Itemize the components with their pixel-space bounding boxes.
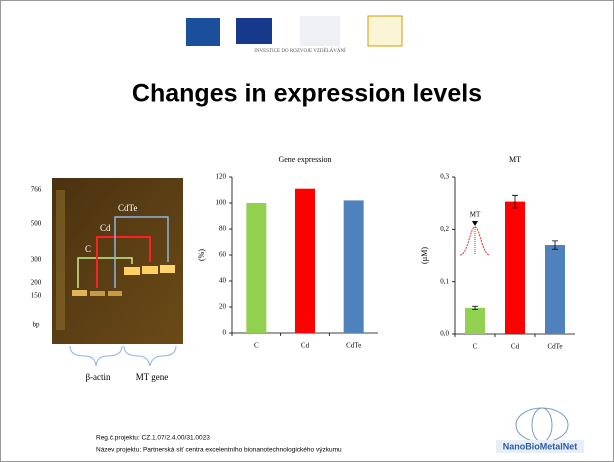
bar xyxy=(295,189,315,333)
y-tick-label: 80 xyxy=(219,225,227,233)
ladder-label: 150 xyxy=(31,292,42,300)
gel-band xyxy=(142,266,158,274)
ladder-label: 766 xyxy=(31,186,42,194)
gel-band xyxy=(72,290,87,296)
bar xyxy=(505,202,525,334)
gel-band xyxy=(160,265,175,273)
chart-title: MT xyxy=(509,155,521,164)
slide: INVESTICE DO ROZVOJE VZDĚLÁVÁNÍ Changes … xyxy=(0,0,614,462)
gel-ladder-lane xyxy=(56,190,65,330)
footer-line: Reg.č.projektu: CZ.1.07/2.4.00/31.0023 xyxy=(96,435,210,442)
bar xyxy=(246,203,266,333)
slide-title: Changes in expression levels xyxy=(132,80,482,108)
ladder-label: 200 xyxy=(31,279,42,287)
gel-band xyxy=(108,291,122,296)
y-axis-label: (%) xyxy=(197,249,206,261)
y-tick-label: 100 xyxy=(216,199,227,207)
y-tick-label: 40 xyxy=(219,277,227,285)
y-axis-label: (µM) xyxy=(420,247,429,264)
ladder-label: bp xyxy=(33,321,41,329)
x-tick-label: CdTe xyxy=(547,343,562,351)
logo-op xyxy=(368,16,402,46)
x-tick-label: C xyxy=(473,343,478,351)
gel-group-label: β-actin xyxy=(85,372,111,382)
bar xyxy=(465,308,485,334)
y-tick-label: 0,2 xyxy=(440,225,449,233)
footer-line: Název projektu: Partnerská síť centra ex… xyxy=(96,447,342,454)
logo-msmt xyxy=(300,16,340,46)
ladder-label: 500 xyxy=(31,220,42,228)
y-tick-label: 60 xyxy=(219,251,227,259)
y-tick-label: 0,1 xyxy=(440,277,449,285)
gel-band xyxy=(90,291,105,296)
gel-group-label: MT gene xyxy=(136,372,169,382)
gel-lane-label: C xyxy=(85,244,91,254)
annotation: MT xyxy=(470,211,481,219)
gel-lane-label: CdTe xyxy=(118,203,137,213)
x-tick-label: Cd xyxy=(511,343,520,351)
chart-title: Gene expression xyxy=(278,155,331,164)
logo-eu xyxy=(236,18,272,44)
bar xyxy=(344,200,364,333)
y-tick-label: 0,3 xyxy=(440,173,449,181)
x-tick-label: Cd xyxy=(301,342,310,350)
bar xyxy=(545,245,565,334)
y-tick-label: 20 xyxy=(219,303,227,311)
gel-band xyxy=(124,267,140,275)
y-tick-label: 120 xyxy=(216,173,227,181)
y-tick-label: 0 xyxy=(223,329,227,337)
logo-esf xyxy=(186,18,220,46)
x-tick-label: C xyxy=(254,342,259,350)
gel-lane-label: Cd xyxy=(100,223,111,233)
logo-text: NanoBioMetalNet xyxy=(503,441,578,451)
ladder-label: 300 xyxy=(31,256,42,264)
logo-caption: INVESTICE DO ROZVOJE VZDĚLÁVÁNÍ xyxy=(254,48,346,54)
y-tick-label: 0,0 xyxy=(440,330,449,338)
x-tick-label: CdTe xyxy=(346,342,361,350)
